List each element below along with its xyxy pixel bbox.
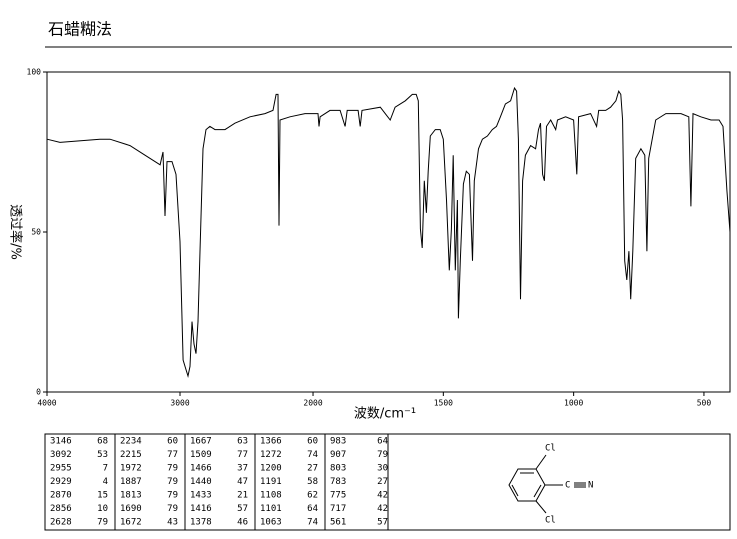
x-tick-label: 500 bbox=[697, 399, 712, 408]
peak-wavenumber: 1672 bbox=[120, 518, 142, 528]
peak-wavenumber: 1063 bbox=[260, 518, 282, 528]
peak-transmittance: 30 bbox=[377, 464, 388, 474]
peak-wavenumber: 775 bbox=[330, 491, 346, 501]
peak-wavenumber: 803 bbox=[330, 464, 346, 474]
peak-transmittance: 37 bbox=[237, 464, 248, 474]
peak-transmittance: 42 bbox=[377, 491, 388, 501]
peak-transmittance: 79 bbox=[167, 504, 178, 514]
peak-wavenumber: 1466 bbox=[190, 464, 212, 474]
x-tick-label: 4000 bbox=[37, 399, 56, 408]
peak-transmittance: 79 bbox=[167, 491, 178, 501]
peak-wavenumber: 783 bbox=[330, 477, 346, 487]
peak-wavenumber: 2856 bbox=[50, 504, 72, 514]
x-tick-label: 1000 bbox=[564, 399, 583, 408]
peak-transmittance: 57 bbox=[377, 518, 388, 528]
peak-wavenumber: 1416 bbox=[190, 504, 212, 514]
peak-transmittance: 74 bbox=[307, 518, 318, 528]
peak-transmittance: 64 bbox=[377, 437, 388, 447]
peak-wavenumber: 1191 bbox=[260, 477, 282, 487]
peak-wavenumber: 1108 bbox=[260, 491, 282, 501]
peak-transmittance: 79 bbox=[167, 477, 178, 487]
structure-label: Cl bbox=[545, 516, 556, 526]
x-axis-label: 波数/cm⁻¹ bbox=[354, 407, 416, 422]
peak-wavenumber: 1378 bbox=[190, 518, 212, 528]
peak-wavenumber: 2628 bbox=[50, 518, 72, 528]
peak-wavenumber: 983 bbox=[330, 437, 346, 447]
y-tick-label: 100 bbox=[27, 68, 42, 77]
peak-wavenumber: 1366 bbox=[260, 437, 282, 447]
peak-transmittance: 57 bbox=[237, 504, 248, 514]
peak-transmittance: 43 bbox=[167, 518, 178, 528]
peak-transmittance: 60 bbox=[307, 437, 318, 447]
peak-wavenumber: 2215 bbox=[120, 450, 142, 460]
spectrum-line bbox=[46, 86, 731, 378]
peak-transmittance: 68 bbox=[97, 437, 108, 447]
y-tick-label: 50 bbox=[31, 228, 41, 237]
peak-transmittance: 53 bbox=[97, 450, 108, 460]
peak-wavenumber: 561 bbox=[330, 518, 346, 528]
peak-transmittance: 74 bbox=[307, 450, 318, 460]
peak-wavenumber: 3092 bbox=[50, 450, 72, 460]
peak-wavenumber: 1433 bbox=[190, 491, 212, 501]
peak-transmittance: 27 bbox=[377, 477, 388, 487]
peak-transmittance: 10 bbox=[97, 504, 108, 514]
peak-wavenumber: 1887 bbox=[120, 477, 142, 487]
structure bbox=[508, 454, 586, 514]
peak-transmittance: 60 bbox=[167, 437, 178, 447]
y-tick-label: 0 bbox=[36, 388, 41, 397]
structure-label: Cl bbox=[545, 444, 556, 454]
peak-transmittance: 63 bbox=[237, 437, 248, 447]
peak-wavenumber: 1272 bbox=[260, 450, 282, 460]
peak-transmittance: 42 bbox=[377, 504, 388, 514]
peak-transmittance: 4 bbox=[103, 477, 108, 487]
peak-transmittance: 79 bbox=[167, 464, 178, 474]
x-tick-label: 3000 bbox=[170, 399, 189, 408]
peak-transmittance: 46 bbox=[237, 518, 248, 528]
peak-wavenumber: 2234 bbox=[120, 437, 142, 447]
x-tick-label: 2000 bbox=[303, 399, 322, 408]
peak-transmittance: 77 bbox=[167, 450, 178, 460]
peak-transmittance: 79 bbox=[377, 450, 388, 460]
peak-wavenumber: 1509 bbox=[190, 450, 212, 460]
peak-transmittance: 27 bbox=[307, 464, 318, 474]
peak-wavenumber: 1690 bbox=[120, 504, 142, 514]
peak-transmittance: 15 bbox=[97, 491, 108, 501]
peak-transmittance: 64 bbox=[307, 504, 318, 514]
peak-transmittance: 7 bbox=[103, 464, 108, 474]
peak-transmittance: 47 bbox=[237, 477, 248, 487]
peak-transmittance: 58 bbox=[307, 477, 318, 487]
peak-wavenumber: 1101 bbox=[260, 504, 282, 514]
x-tick-label: 1500 bbox=[434, 399, 453, 408]
peak-wavenumber: 2870 bbox=[50, 491, 72, 501]
peak-wavenumber: 2929 bbox=[50, 477, 72, 487]
peak-wavenumber: 1972 bbox=[120, 464, 142, 474]
table-dividers bbox=[114, 434, 389, 530]
structure-label: C bbox=[565, 481, 570, 491]
peak-wavenumber: 717 bbox=[330, 504, 346, 514]
peak-wavenumber: 2955 bbox=[50, 464, 72, 474]
peak-wavenumber: 3146 bbox=[50, 437, 72, 447]
y-axis-label: 透过率/% bbox=[8, 204, 24, 260]
peak-wavenumber: 1440 bbox=[190, 477, 212, 487]
peak-transmittance: 77 bbox=[237, 450, 248, 460]
peak-wavenumber: 1813 bbox=[120, 491, 142, 501]
peak-wavenumber: 907 bbox=[330, 450, 346, 460]
peak-transmittance: 79 bbox=[97, 518, 108, 528]
structure-label: N bbox=[588, 481, 593, 491]
peak-wavenumber: 1200 bbox=[260, 464, 282, 474]
peak-transmittance: 62 bbox=[307, 491, 318, 501]
peak-transmittance: 21 bbox=[237, 491, 248, 501]
plot-frame bbox=[46, 71, 731, 393]
peak-wavenumber: 1667 bbox=[190, 437, 212, 447]
chart-title: 石蜡糊法 bbox=[48, 20, 112, 39]
